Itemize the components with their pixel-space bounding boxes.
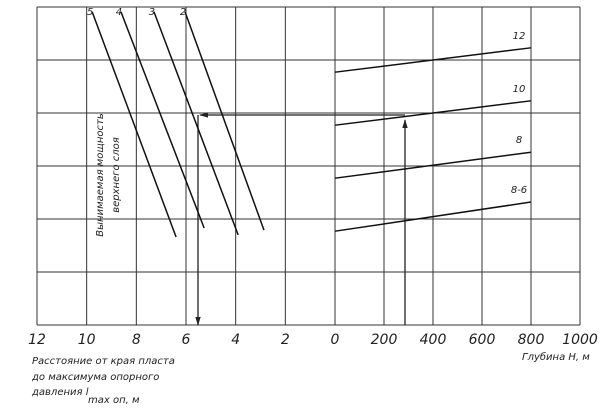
x-axis-title: до максимума опорного bbox=[31, 372, 159, 383]
legend-label: 4 bbox=[116, 7, 122, 18]
x-tick-label: 10 bbox=[78, 332, 96, 348]
series-line bbox=[334, 100, 532, 126]
x-axis-title: Расстояние от края пласта bbox=[32, 356, 175, 367]
series-line bbox=[91, 11, 177, 238]
x-tick-label: 600 bbox=[469, 332, 496, 348]
legend-label: 8-6 bbox=[511, 185, 527, 196]
legend-label: 3 bbox=[149, 7, 155, 18]
x-axis-title-subscript: max оп, м bbox=[88, 395, 140, 406]
series-line bbox=[334, 151, 532, 179]
series-line bbox=[153, 11, 239, 236]
series-line bbox=[184, 11, 265, 231]
x-tick-label: 400 bbox=[420, 332, 447, 348]
x-tick-label: 2 bbox=[281, 332, 290, 348]
x-tick-label: 1000 bbox=[562, 332, 598, 348]
x-axis-title: Глубина H, м bbox=[522, 351, 590, 363]
x-tick-label: 6 bbox=[182, 332, 191, 348]
x-tick-label: 4 bbox=[231, 332, 240, 348]
annotation: Вынимаемая мощность bbox=[95, 113, 106, 237]
x-axis-title: давления l bbox=[31, 387, 89, 398]
x-tick-label: 200 bbox=[371, 332, 398, 348]
x-tick-label: 800 bbox=[518, 332, 545, 348]
legend-label: 8 bbox=[516, 135, 522, 146]
legend-label: 2 bbox=[180, 7, 186, 18]
series-line bbox=[120, 11, 205, 229]
x-tick-label: 8 bbox=[132, 332, 141, 348]
grid bbox=[36, 6, 581, 326]
series-line bbox=[334, 47, 532, 73]
legend-label: 5 bbox=[87, 7, 93, 18]
series-line bbox=[334, 201, 532, 232]
legend-label: 12 bbox=[513, 31, 526, 42]
legend-label: 10 bbox=[513, 84, 526, 95]
annotation: верхнего слоя bbox=[111, 137, 122, 213]
x-tick-label: 0 bbox=[331, 332, 340, 348]
x-tick-label: 12 bbox=[28, 332, 46, 348]
